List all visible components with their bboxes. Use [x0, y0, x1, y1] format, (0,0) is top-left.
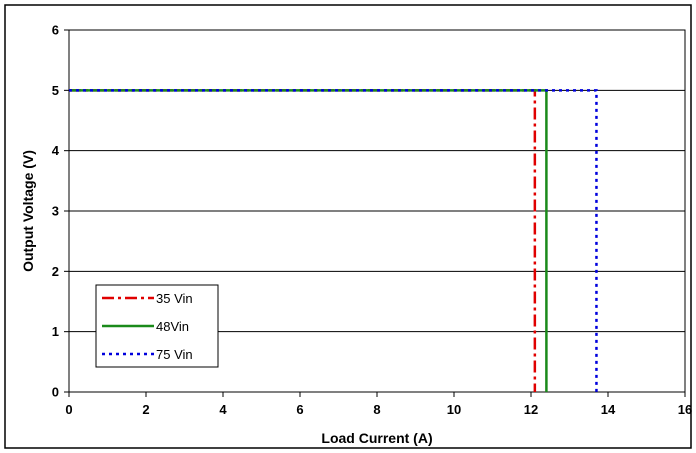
legend: 35 Vin 48Vin 75 Vin [95, 284, 219, 368]
x-tick-label: 0 [65, 402, 72, 417]
x-axis-title: Load Current (A) [321, 430, 432, 446]
y-tick-label: 4 [52, 143, 60, 158]
legend-label-3: 75 Vin [156, 347, 193, 362]
series-lines [69, 89, 598, 392]
y-tick-label: 1 [52, 324, 59, 339]
y-tick-label: 3 [52, 204, 59, 219]
y-axis-title: Output Voltage (V) [20, 150, 36, 272]
x-tick-label: 6 [296, 402, 303, 417]
x-tick-label: 2 [142, 402, 149, 417]
y-tick-label: 0 [52, 385, 59, 400]
y-tick-label: 6 [52, 23, 59, 38]
x-tick-label: 16 [678, 402, 692, 417]
x-tick-label: 10 [447, 402, 461, 417]
x-tick-label: 14 [601, 402, 616, 417]
y-tick-label: 2 [52, 264, 59, 279]
legend-label-2: 48Vin [156, 319, 189, 334]
y-tick-label: 5 [52, 83, 59, 98]
x-tick-label: 4 [219, 402, 227, 417]
legend-label-1: 35 Vin [156, 291, 193, 306]
x-tick-label: 8 [373, 402, 380, 417]
x-tick-label: 12 [524, 402, 538, 417]
series-line-3 [69, 89, 598, 392]
